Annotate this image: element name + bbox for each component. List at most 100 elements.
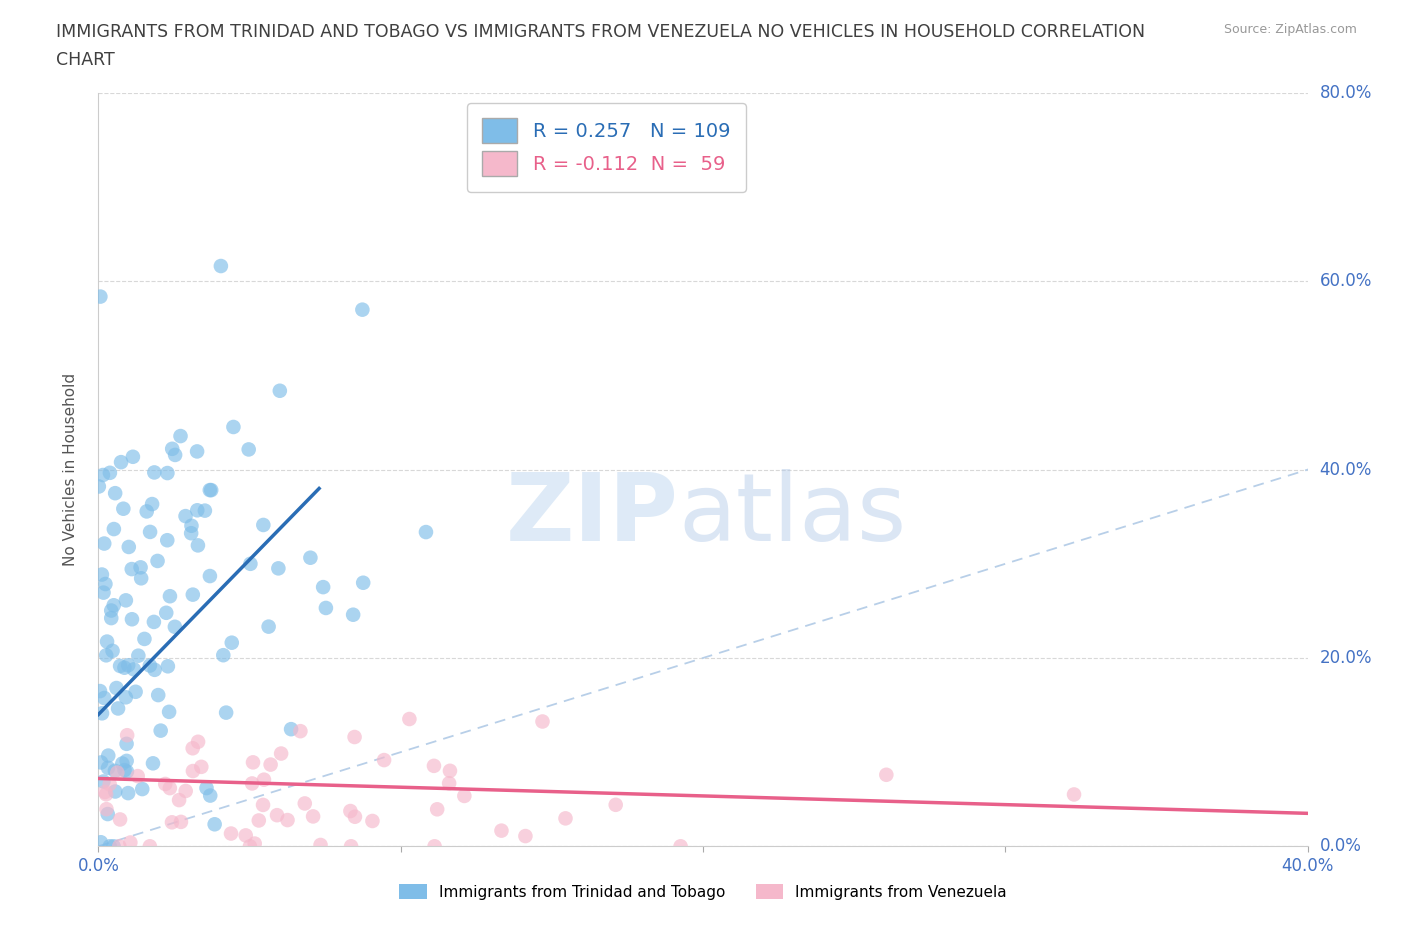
Point xyxy=(87,479,110,494)
Point xyxy=(491,823,513,838)
Point xyxy=(115,737,138,751)
Point xyxy=(96,648,118,663)
Point xyxy=(121,612,143,627)
Point xyxy=(160,815,183,830)
Point xyxy=(122,662,145,677)
Point xyxy=(270,746,292,761)
Point xyxy=(309,838,332,853)
Point xyxy=(110,455,132,470)
Point xyxy=(212,648,235,663)
Point xyxy=(339,804,361,818)
Point xyxy=(531,714,554,729)
Point xyxy=(139,839,162,854)
Text: 0.0%: 0.0% xyxy=(1320,837,1361,856)
Point xyxy=(90,755,112,770)
Point xyxy=(100,611,122,626)
Text: 80.0%: 80.0% xyxy=(1320,84,1372,102)
Point xyxy=(139,525,162,539)
Point xyxy=(89,289,111,304)
Point xyxy=(186,444,208,458)
Point xyxy=(148,687,170,702)
Point xyxy=(243,836,266,851)
Point xyxy=(875,767,897,782)
Point xyxy=(127,648,149,663)
Point xyxy=(190,760,212,775)
Legend: Immigrants from Trinidad and Tobago, Immigrants from Venezuela: Immigrants from Trinidad and Tobago, Imm… xyxy=(392,877,1014,906)
Point xyxy=(276,813,298,828)
Text: ZIP: ZIP xyxy=(506,469,679,561)
Point xyxy=(398,711,420,726)
Point xyxy=(97,761,120,776)
Text: Source: ZipAtlas.com: Source: ZipAtlas.com xyxy=(1223,23,1357,36)
Point xyxy=(97,748,120,763)
Point xyxy=(169,429,191,444)
Point xyxy=(94,577,117,591)
Point xyxy=(117,658,139,672)
Point xyxy=(1063,787,1085,802)
Point xyxy=(114,660,136,675)
Point xyxy=(181,764,204,778)
Point xyxy=(104,784,127,799)
Point xyxy=(269,383,291,398)
Point xyxy=(219,826,242,841)
Point xyxy=(94,785,117,800)
Point xyxy=(200,483,222,498)
Point xyxy=(111,756,134,771)
Point xyxy=(280,722,302,737)
Point xyxy=(415,525,437,539)
Point xyxy=(103,598,125,613)
Point xyxy=(108,658,131,673)
Point xyxy=(118,539,141,554)
Point xyxy=(238,442,260,457)
Point xyxy=(115,753,138,768)
Point xyxy=(259,757,281,772)
Point xyxy=(122,449,145,464)
Point xyxy=(146,553,169,568)
Point xyxy=(352,576,374,591)
Point xyxy=(181,741,204,756)
Point xyxy=(131,781,153,796)
Point xyxy=(121,562,143,577)
Point xyxy=(180,518,202,533)
Point xyxy=(315,601,337,616)
Point xyxy=(105,765,128,780)
Point xyxy=(93,774,115,789)
Point xyxy=(149,724,172,738)
Point xyxy=(198,568,221,583)
Point xyxy=(180,525,202,540)
Point xyxy=(373,752,395,767)
Point xyxy=(156,533,179,548)
Point xyxy=(343,809,366,824)
Point xyxy=(299,551,322,565)
Point xyxy=(98,777,121,791)
Point xyxy=(134,631,156,646)
Point xyxy=(142,615,165,630)
Point xyxy=(294,796,316,811)
Point xyxy=(240,776,263,790)
Point xyxy=(174,783,197,798)
Point xyxy=(605,797,627,812)
Point xyxy=(352,302,374,317)
Point xyxy=(96,802,118,817)
Point xyxy=(669,839,692,854)
Text: 40.0%: 40.0% xyxy=(1320,460,1372,479)
Point xyxy=(186,503,208,518)
Point xyxy=(252,797,274,812)
Point xyxy=(423,839,446,854)
Point xyxy=(98,839,121,854)
Point xyxy=(252,517,274,532)
Point xyxy=(97,806,120,821)
Point xyxy=(290,724,312,738)
Point xyxy=(163,619,186,634)
Point xyxy=(159,589,181,604)
Text: CHART: CHART xyxy=(56,51,115,69)
Point xyxy=(437,776,460,790)
Point xyxy=(239,839,262,854)
Point xyxy=(342,607,364,622)
Point xyxy=(127,769,149,784)
Point xyxy=(114,763,136,777)
Point xyxy=(554,811,576,826)
Point xyxy=(165,447,187,462)
Point xyxy=(112,501,135,516)
Point xyxy=(108,839,131,854)
